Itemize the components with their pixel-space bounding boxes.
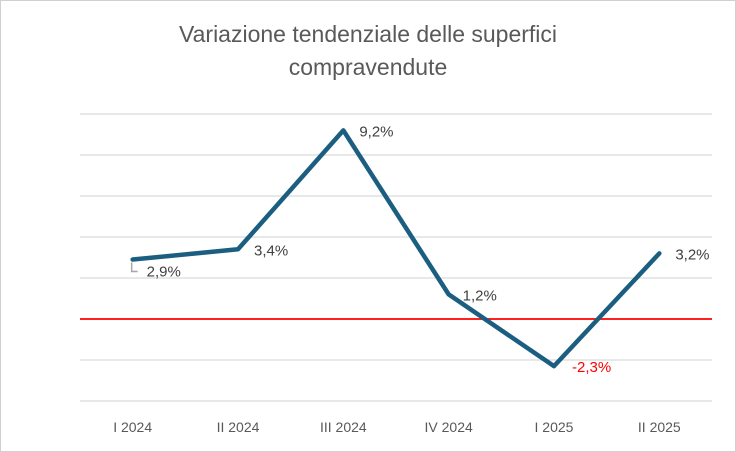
label-leader-line — [130, 262, 138, 273]
data-label: 2,9% — [147, 264, 181, 281]
chart-title: Variazione tendenziale delle superfici c… — [0, 18, 736, 84]
chart-title-line-2: compravendute — [288, 54, 448, 80]
data-label: 1,2% — [463, 287, 497, 304]
chart-title-line-1: Variazione tendenziale delle superfici — [178, 21, 558, 47]
data-label: -2,3% — [572, 359, 611, 376]
x-tick-label: I 2025 — [535, 419, 574, 435]
data-line — [130, 128, 662, 369]
x-tick-label: III 2024 — [320, 419, 367, 435]
x-tick-label: IV 2024 — [425, 419, 473, 435]
x-tick-label: II 2025 — [638, 419, 681, 435]
x-tick-label: II 2024 — [217, 419, 260, 435]
x-tick-label: I 2024 — [113, 419, 152, 435]
data-label: 9,2% — [359, 123, 393, 140]
data-label: 3,2% — [675, 246, 709, 263]
data-label: 3,4% — [254, 242, 288, 259]
